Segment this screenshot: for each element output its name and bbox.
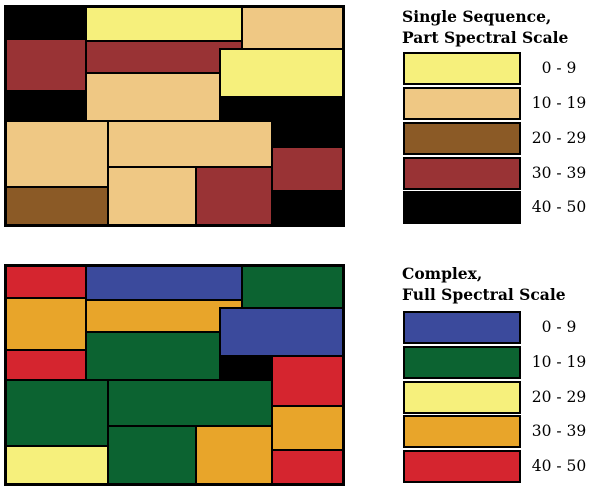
map2-region bbox=[85, 267, 243, 301]
legend2-swatch-0 bbox=[403, 311, 521, 344]
map1-region bbox=[7, 186, 109, 224]
map1-region bbox=[219, 48, 342, 98]
legend2-swatch-3 bbox=[403, 415, 521, 448]
map1-region bbox=[7, 8, 87, 40]
map2-region bbox=[271, 405, 342, 451]
legend-title-line: Single Sequence, bbox=[402, 7, 552, 26]
map1-region bbox=[7, 90, 87, 122]
map1-region bbox=[241, 8, 342, 50]
legend-title-line: Full Spectral Scale bbox=[402, 285, 566, 304]
map2-region bbox=[7, 297, 87, 351]
map1-region bbox=[271, 146, 342, 192]
map2-region bbox=[7, 267, 87, 299]
map1-region bbox=[85, 72, 221, 122]
legend2-range-4: 40 - 50 bbox=[531, 457, 587, 475]
map1-region bbox=[195, 166, 273, 224]
map2-region bbox=[219, 307, 342, 357]
map1-region bbox=[85, 8, 243, 42]
map2-region bbox=[85, 331, 221, 381]
legend2-range-2: 20 - 29 bbox=[531, 388, 587, 406]
legend2-swatch-2 bbox=[403, 381, 521, 414]
legend1-swatch-4 bbox=[403, 191, 521, 224]
legend2-swatch-4 bbox=[403, 450, 521, 483]
map2-region bbox=[7, 349, 87, 381]
map-single-sequence bbox=[4, 5, 345, 227]
legend1-swatch-1 bbox=[403, 87, 521, 120]
legend1-swatch-2 bbox=[403, 122, 521, 155]
legend-title-single-sequence: Single Sequence, Part Spectral Scale bbox=[402, 6, 568, 48]
map2-region bbox=[271, 355, 342, 407]
map2-region bbox=[271, 449, 342, 483]
map1-region bbox=[271, 190, 342, 224]
legend-title-line: Part Spectral Scale bbox=[402, 28, 569, 47]
map2-region bbox=[107, 425, 197, 483]
map1-region bbox=[7, 120, 109, 188]
legend1-swatch-0 bbox=[403, 52, 521, 85]
legend2-swatch-1 bbox=[403, 346, 521, 379]
map2-region bbox=[7, 379, 109, 447]
map2-region bbox=[107, 379, 273, 427]
map2-region bbox=[7, 445, 109, 483]
legend2-range-1: 10 - 19 bbox=[531, 353, 587, 371]
legend1-swatch-3 bbox=[403, 157, 521, 190]
legend1-range-2: 20 - 29 bbox=[531, 129, 587, 147]
legend-title-complex: Complex, Full Spectral Scale bbox=[402, 263, 566, 305]
map1-region bbox=[107, 166, 197, 224]
map1-region bbox=[271, 96, 342, 148]
legend2-range-3: 30 - 39 bbox=[531, 422, 587, 440]
legend1-range-4: 40 - 50 bbox=[531, 198, 587, 216]
legend2-range-0: 0 - 9 bbox=[541, 318, 577, 336]
map2-region bbox=[195, 425, 273, 483]
map2-region bbox=[241, 267, 342, 309]
map-complex bbox=[4, 264, 345, 486]
map1-region bbox=[7, 38, 87, 92]
legend1-range-0: 0 - 9 bbox=[541, 59, 577, 77]
legend-title-line: Complex, bbox=[402, 264, 483, 283]
legend1-range-3: 30 - 39 bbox=[531, 164, 587, 182]
map2-region bbox=[85, 299, 243, 333]
map1-region bbox=[107, 120, 273, 168]
legend1-range-1: 10 - 19 bbox=[531, 94, 587, 112]
